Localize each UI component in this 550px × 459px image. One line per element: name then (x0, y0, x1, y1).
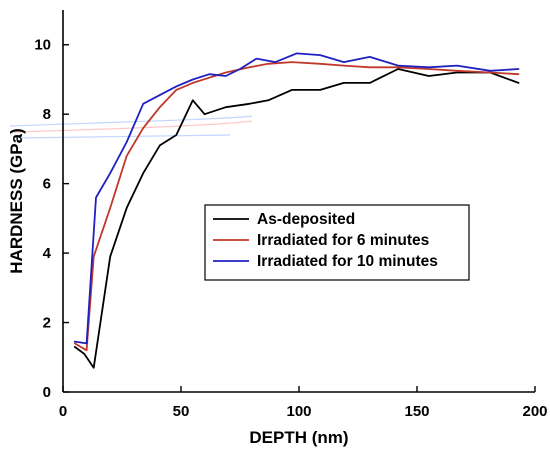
x-axis-ticks: 0 50 100 150 200 (59, 386, 548, 420)
x-tick-label: 150 (404, 403, 429, 420)
y-tick-label: 0 (43, 384, 51, 401)
x-axis-title: DEPTH (nm) (249, 428, 348, 447)
legend-label-irradiated-for-10-minutes: Irradiated for 10 minutes (257, 253, 438, 270)
y-tick-label: 10 (34, 37, 51, 54)
x-tick-label: 100 (286, 403, 311, 420)
y-tick-label: 4 (43, 245, 52, 262)
legend: As-deposited Irradiated for 6 minutes Irra… (204, 204, 470, 281)
series-line-irradiated-for-10-minutes (73, 52, 520, 345)
y-axis-title: HARDNESS (GPa) (7, 128, 26, 273)
series-line-as-deposited (73, 68, 520, 369)
x-tick-label: 0 (59, 403, 67, 420)
x-tick-label: 50 (173, 403, 190, 420)
legend-label-as-deposited: As-deposited (257, 211, 355, 228)
y-tick-label: 8 (43, 106, 51, 123)
y-tick-label: 2 (43, 315, 51, 332)
legend-box (204, 204, 470, 281)
x-tick-label: 200 (522, 403, 547, 420)
series-lines (73, 52, 520, 369)
y-axis-ticks: 0 2 4 6 8 10 (34, 37, 69, 401)
scan-artifacts (9, 115, 253, 139)
y-tick-label: 6 (43, 176, 51, 193)
legend-label-irradiated-for-6-minutes: Irradiated for 6 minutes (257, 232, 429, 249)
